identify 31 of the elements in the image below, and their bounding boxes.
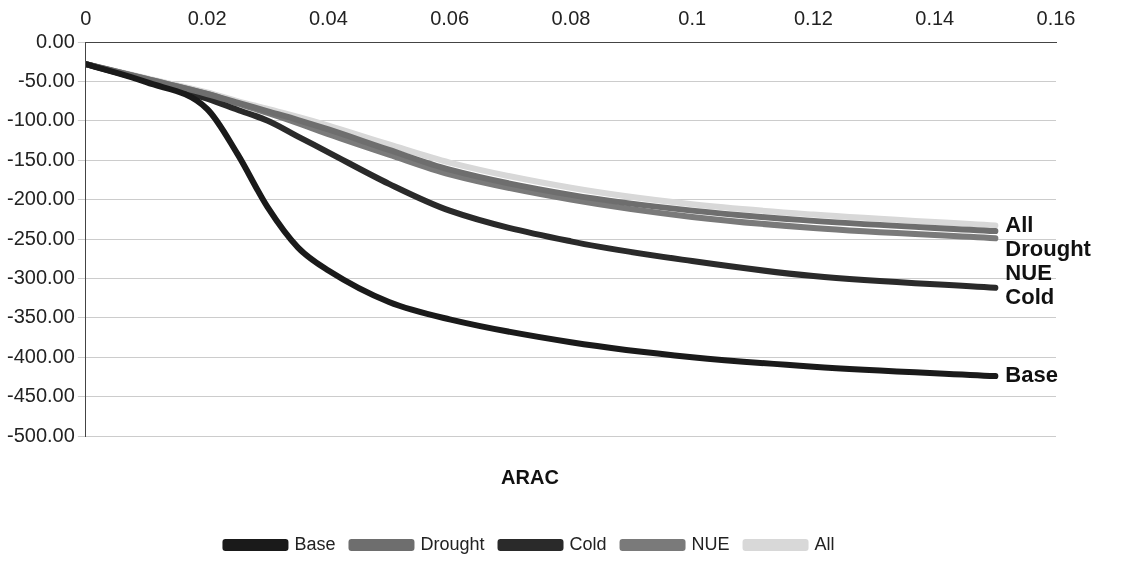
x-tick-label: 0.04 — [308, 6, 348, 29]
legend-label: NUE — [691, 533, 730, 554]
text: All — [1005, 211, 1034, 237]
y-tick-label: -150.00 — [6, 147, 75, 170]
x-tick-label: 0.14 — [915, 6, 955, 29]
x-axis-title: ARAC — [501, 465, 559, 488]
legend-label: Drought — [420, 533, 485, 554]
text: NUE — [1005, 259, 1052, 285]
y-tick-label: -50.00 — [18, 68, 75, 91]
y-tick-label: -250.00 — [6, 226, 75, 249]
text: Base — [1005, 362, 1058, 388]
legend-label: Cold — [569, 533, 607, 554]
text: Cold — [1005, 283, 1055, 309]
y-tick-label: -500.00 — [6, 423, 75, 446]
x-tick-label: 0.16 — [1036, 6, 1076, 29]
y-tick-label: -350.00 — [6, 305, 75, 328]
x-tick-label: 0.12 — [793, 6, 833, 29]
y-tick-label: -450.00 — [6, 384, 75, 407]
legend-label: All — [814, 533, 835, 554]
legend-label: Base — [294, 533, 336, 554]
x-tick-label: 0 — [80, 6, 92, 29]
text: Drought — [1005, 235, 1091, 261]
x-tick-label: 0.08 — [551, 6, 591, 29]
y-tick-label: 0.00 — [35, 29, 75, 52]
x-tick-label: 0.02 — [187, 6, 227, 29]
y-tick-label: -100.00 — [6, 108, 75, 131]
y-tick-label: -200.00 — [6, 187, 75, 210]
y-tick-label: -300.00 — [6, 265, 75, 288]
y-tick-label: -400.00 — [6, 344, 75, 367]
x-tick-label: 0.06 — [430, 6, 470, 29]
x-tick-label: 0.1 — [678, 6, 707, 29]
